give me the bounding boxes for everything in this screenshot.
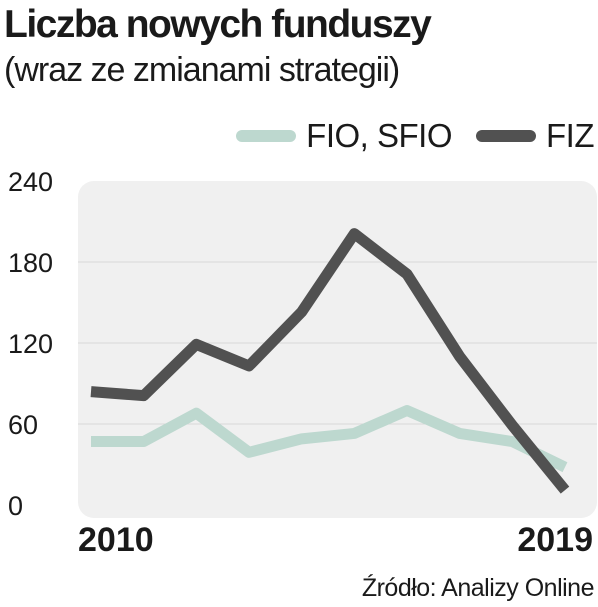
x-tick-label-last: 2019: [517, 521, 593, 559]
y-tick-label-120: 120: [8, 329, 53, 359]
series-line-fiz: [90, 228, 570, 494]
legend-item-fio-sfio: FIO, SFIO: [236, 117, 453, 155]
y-tick-label-180: 180: [8, 248, 53, 278]
y-tick-label-240: 240: [8, 167, 53, 197]
y-tick-label-60: 60: [8, 410, 38, 440]
y-tick-label-0: 0: [8, 491, 23, 521]
chart-subtitle: (wraz ze zmianami strategii): [4, 51, 400, 89]
legend-swatch-fiz: [476, 130, 537, 142]
legend: FIO, SFIO FIZ: [236, 114, 594, 158]
legend-item-fiz: FIZ: [476, 117, 594, 155]
legend-swatch-fio-sfio: [236, 130, 297, 142]
source-note: Źródło: Analizy Online: [361, 574, 595, 602]
series-line-fio-sfio: [91, 405, 568, 473]
x-tick-label-first: 2010: [78, 521, 154, 559]
legend-label-fiz: FIZ: [546, 117, 594, 154]
chart-title: Liczba nowych funduszy: [4, 3, 432, 46]
plot-panel: [78, 181, 597, 518]
legend-label-fio-sfio: FIO, SFIO: [306, 117, 453, 154]
